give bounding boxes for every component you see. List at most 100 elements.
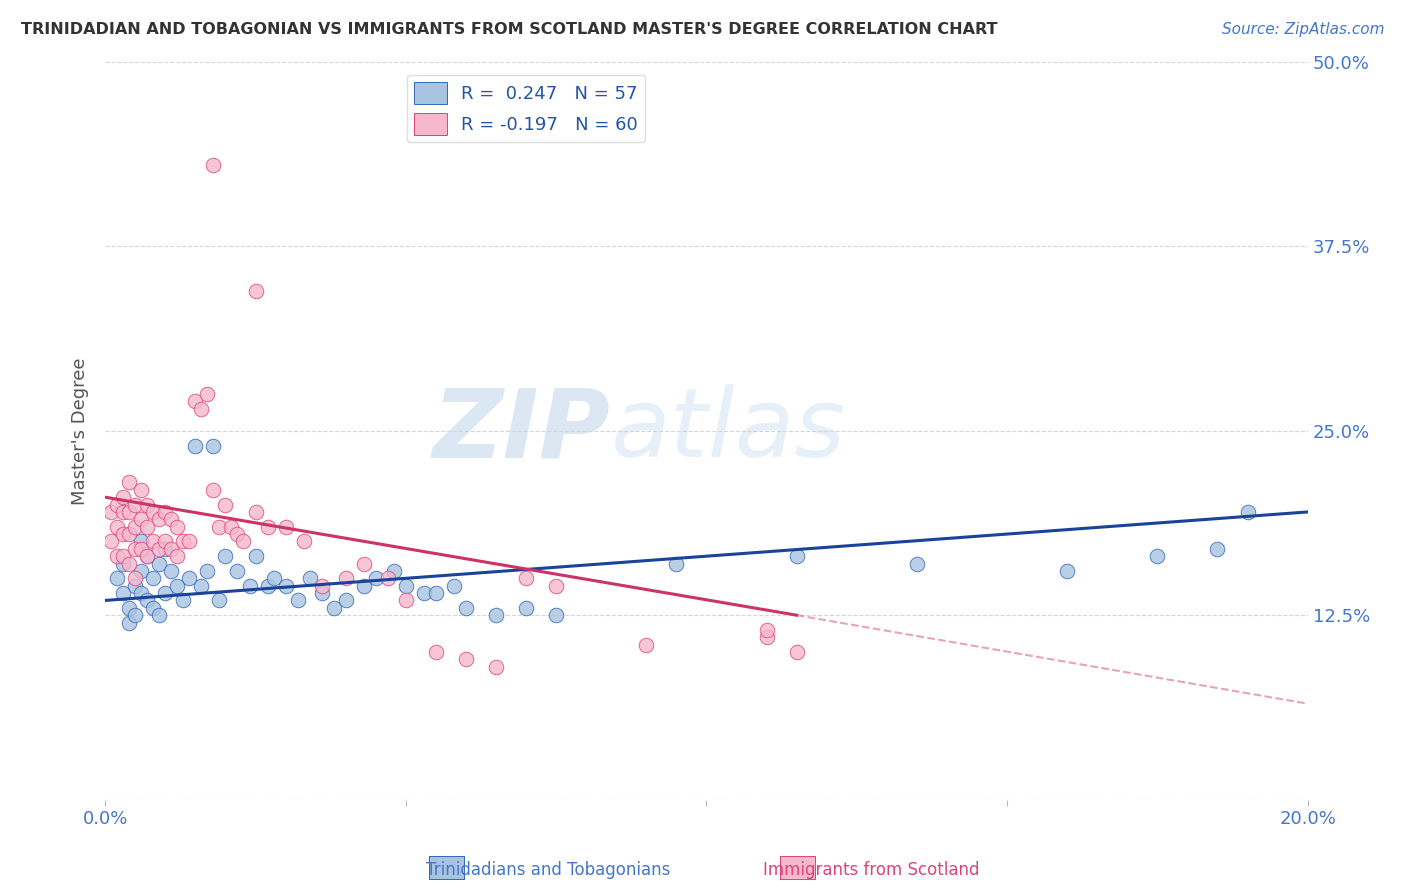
Point (755, 623, 778, 637)
Point (208, 593, 231, 607)
Point (160, 564, 183, 578)
Point (274, 579, 297, 593)
Point (100, 505, 122, 519)
Point (129, 541, 152, 556)
Point (155, 534, 177, 549)
Point (100, 534, 122, 549)
Point (124, 579, 146, 593)
Point (184, 394, 207, 409)
Point (214, 549, 236, 564)
Point (377, 571, 399, 585)
Point (105, 571, 128, 585)
Point (172, 593, 194, 607)
Point (166, 549, 188, 564)
Point (202, 158, 225, 172)
Point (155, 586, 177, 600)
Text: TRINIDADIAN AND TOBAGONIAN VS IMMIGRANTS FROM SCOTLAND MASTER'S DEGREE CORRELATI: TRINIDADIAN AND TOBAGONIAN VS IMMIGRANTS… (21, 22, 998, 37)
Point (112, 527, 135, 541)
Point (245, 549, 267, 564)
Point (364, 571, 387, 585)
Point (311, 579, 333, 593)
Point (148, 541, 170, 556)
Point (105, 498, 128, 512)
Point (1146, 549, 1168, 564)
Point (118, 527, 141, 541)
Point (382, 564, 405, 578)
Point (454, 600, 477, 615)
Point (155, 505, 177, 519)
Point (256, 519, 278, 533)
Point (142, 534, 165, 549)
Point (755, 630, 778, 644)
Point (905, 557, 928, 571)
Point (1206, 541, 1229, 556)
Point (129, 483, 152, 497)
Point (136, 593, 159, 607)
Point (546, 579, 568, 593)
Point (353, 579, 375, 593)
Point (1236, 505, 1258, 519)
Point (124, 571, 146, 585)
Point (636, 638, 658, 652)
Point (353, 557, 375, 571)
Point (172, 534, 194, 549)
Point (190, 401, 212, 416)
Point (292, 534, 315, 549)
Point (395, 579, 418, 593)
Text: Trinidadians and Tobagonians: Trinidadians and Tobagonians (426, 861, 671, 879)
Point (142, 505, 165, 519)
Point (322, 600, 344, 615)
Point (112, 586, 135, 600)
Point (118, 557, 141, 571)
Point (1056, 564, 1078, 578)
Point (118, 505, 141, 519)
Point (112, 549, 135, 564)
Point (148, 557, 170, 571)
Point (298, 571, 321, 585)
Point (124, 541, 146, 556)
Point (443, 579, 465, 593)
Point (124, 519, 146, 533)
Point (485, 660, 508, 674)
Point (105, 519, 128, 533)
Point (263, 571, 285, 585)
Point (136, 519, 159, 533)
Point (112, 505, 135, 519)
Point (179, 571, 201, 585)
Y-axis label: Master's Degree: Master's Degree (72, 357, 89, 505)
Point (160, 541, 183, 556)
Point (454, 652, 477, 666)
Point (335, 593, 357, 607)
Point (136, 498, 159, 512)
Point (190, 579, 212, 593)
Point (105, 549, 128, 564)
Point (238, 579, 260, 593)
Text: Immigrants from Scotland: Immigrants from Scotland (763, 861, 980, 879)
Point (118, 615, 141, 630)
Text: ZIP: ZIP (433, 384, 610, 477)
Point (515, 571, 537, 585)
Point (425, 645, 447, 659)
Text: atlas: atlas (610, 384, 845, 477)
Point (197, 387, 219, 401)
Point (256, 579, 278, 593)
Point (786, 549, 808, 564)
Point (202, 483, 225, 497)
Point (395, 593, 418, 607)
Point (124, 608, 146, 623)
Point (287, 593, 309, 607)
Point (245, 284, 267, 298)
Point (214, 498, 236, 512)
Point (485, 608, 508, 623)
Point (232, 534, 254, 549)
Point (112, 557, 135, 571)
Point (136, 549, 159, 564)
Point (197, 564, 219, 578)
Point (202, 439, 225, 453)
Point (129, 586, 152, 600)
Point (129, 564, 152, 578)
Point (515, 600, 537, 615)
Point (160, 512, 183, 526)
Point (124, 498, 146, 512)
Point (142, 571, 165, 585)
